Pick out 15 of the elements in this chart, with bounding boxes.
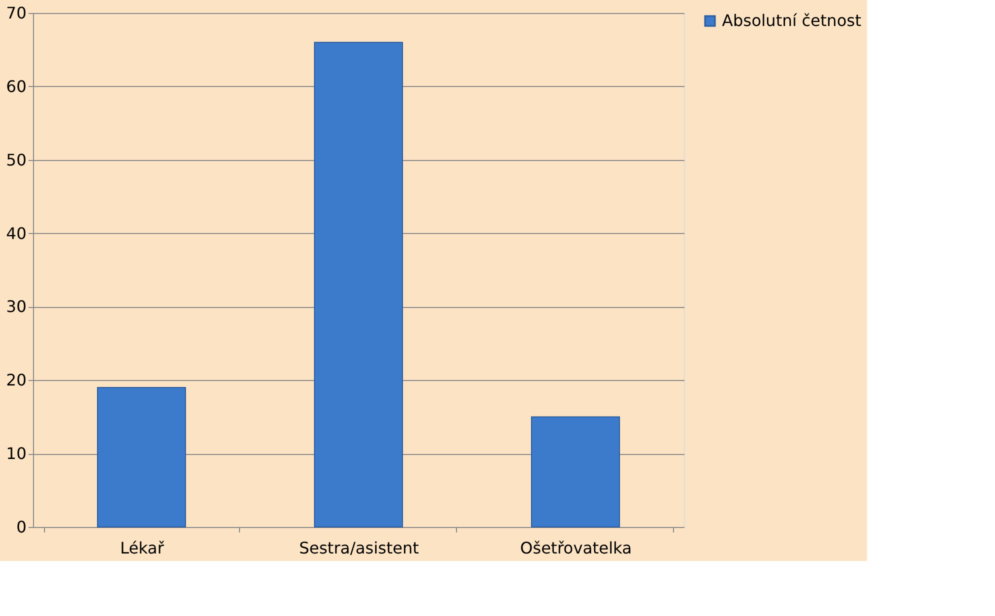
y-tick-label: 50 [6, 150, 26, 170]
x-tick-label: Lékař [120, 538, 164, 558]
y-tick-label: 10 [6, 444, 26, 464]
legend-label: Absolutní četnost [722, 11, 862, 30]
y-tick-label: 40 [6, 224, 26, 243]
bar [531, 416, 620, 528]
y-tick-label: 30 [6, 297, 26, 316]
x-tick-label: Ošetřovatelka [520, 538, 632, 558]
y-tick-label: 60 [6, 76, 26, 96]
bar [314, 42, 403, 528]
x-tick-label: Sestra/asistent [299, 538, 419, 558]
y-tick-label: 20 [6, 370, 26, 390]
bar [97, 386, 186, 528]
y-tick-label: 70 [6, 4, 26, 22]
y-tick-label: 0 [16, 518, 26, 536]
